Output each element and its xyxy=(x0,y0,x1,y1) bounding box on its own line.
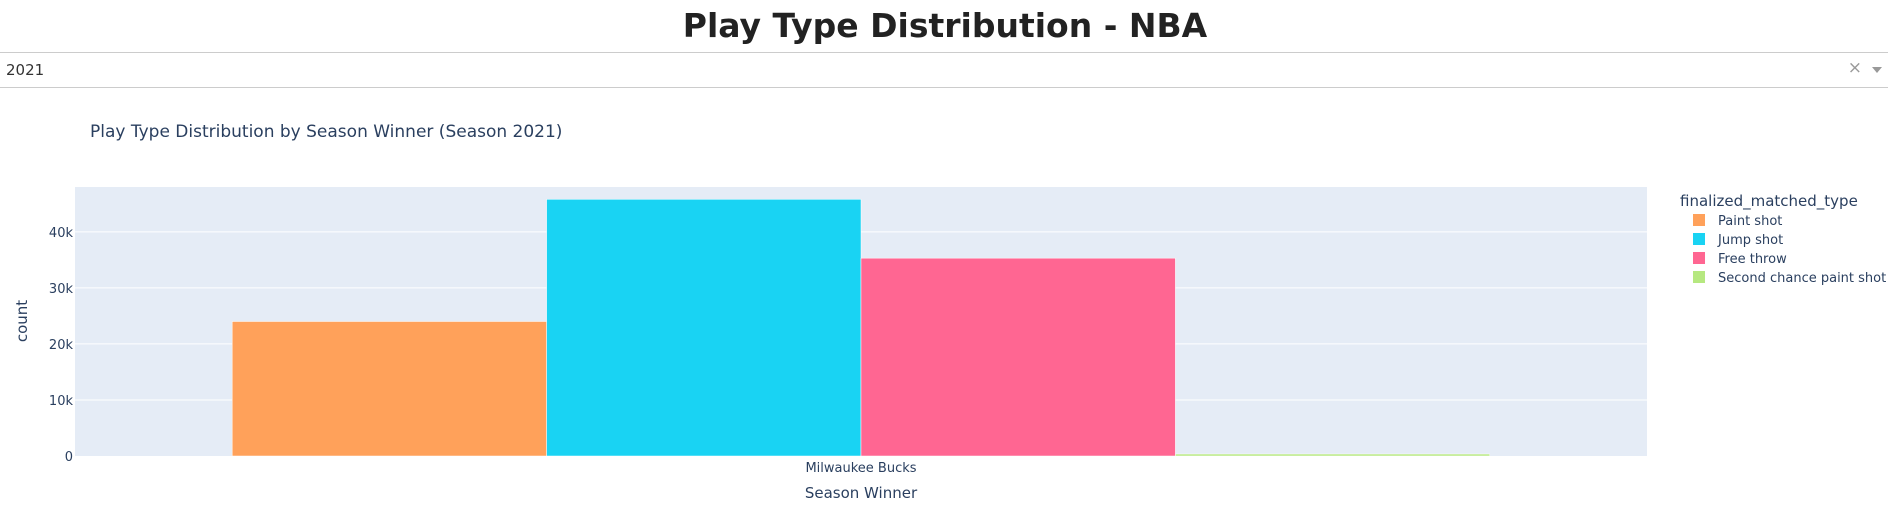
season-dropdown[interactable]: 2021 × xyxy=(0,52,1888,88)
legend-entry: Jump shot xyxy=(1717,233,1783,248)
legend-entry: Second chance paint shot xyxy=(1718,271,1886,286)
legend-entry: Paint shot xyxy=(1718,214,1782,229)
legend-swatch xyxy=(1693,233,1705,245)
legend-title: finalized_matched_type xyxy=(1680,192,1858,211)
bar-jump-shot xyxy=(546,199,862,457)
x-axis-ticks: Milwaukee Bucks xyxy=(805,461,916,476)
legend-swatch xyxy=(1693,252,1705,264)
bar-free-throw xyxy=(860,257,1176,457)
bar-second-chance-paint-shot xyxy=(1175,453,1491,457)
y-tick-label: 40k xyxy=(49,226,74,241)
y-tick-label: 20k xyxy=(49,338,74,353)
chart-title: Play Type Distribution by Season Winner … xyxy=(90,122,562,142)
legend-swatch xyxy=(1693,214,1705,226)
x-tick-label: Milwaukee Bucks xyxy=(805,461,916,476)
bar-paint-shot xyxy=(231,321,547,457)
y-axis-label: count xyxy=(13,300,31,342)
legend: finalized_matched_type Paint shot Jump sh… xyxy=(1680,192,1886,286)
bar-chart: Play Type Distribution by Season Winner … xyxy=(13,122,1886,502)
chevron-down-icon[interactable] xyxy=(1872,67,1882,73)
y-tick-label: 0 xyxy=(65,450,73,465)
y-tick-label: 30k xyxy=(49,282,74,297)
page-title: Play Type Distribution - NBA xyxy=(682,6,1208,45)
bars xyxy=(231,199,1491,457)
y-tick-label: 10k xyxy=(49,394,74,409)
legend-swatch xyxy=(1693,271,1705,283)
legend-entry: Free throw xyxy=(1718,252,1787,267)
x-axis-label: Season Winner xyxy=(805,484,918,502)
y-axis-ticks: 0 10k 20k 30k 40k xyxy=(49,226,74,465)
season-dropdown-value: 2021 xyxy=(6,61,45,79)
close-icon[interactable]: × xyxy=(1847,58,1862,78)
